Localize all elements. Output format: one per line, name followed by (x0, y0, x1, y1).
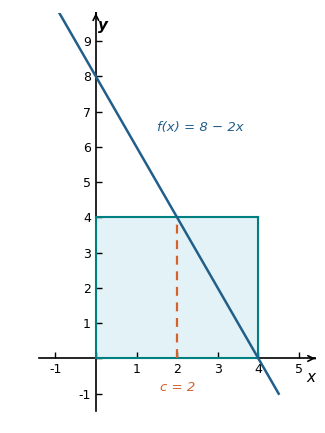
Text: x: x (307, 370, 316, 385)
Text: c = 2: c = 2 (160, 381, 195, 394)
Polygon shape (96, 217, 258, 359)
Text: y: y (98, 18, 108, 33)
Text: f(x) = 8 − 2x: f(x) = 8 − 2x (157, 121, 243, 134)
